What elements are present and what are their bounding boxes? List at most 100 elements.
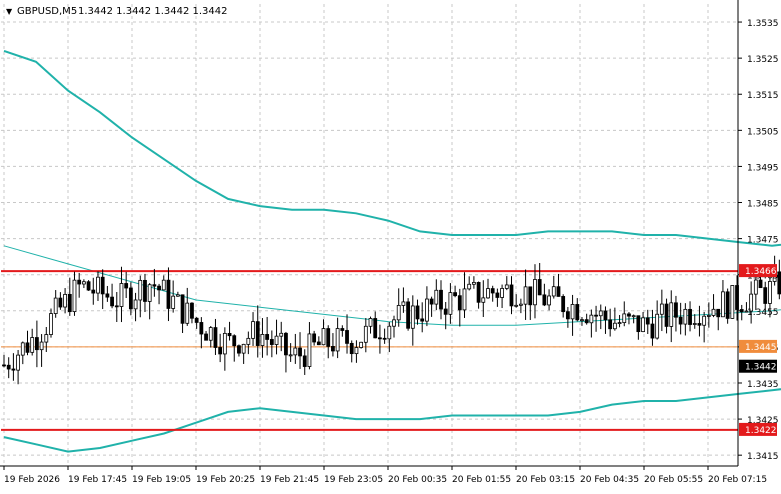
candle-body: [284, 333, 287, 355]
candle-body: [613, 323, 616, 329]
y-tick-label: 1.3415: [747, 452, 779, 462]
candle-body: [590, 315, 593, 323]
candle-body: [355, 348, 358, 354]
candle-body: [435, 290, 438, 304]
candle-body: [482, 298, 485, 302]
candle-body: [181, 295, 184, 323]
candle-body: [350, 343, 353, 353]
candle-body: [106, 294, 109, 297]
candle-body: [360, 342, 363, 347]
candle-body: [670, 303, 673, 327]
candle-body: [115, 306, 118, 307]
candle-body: [393, 320, 396, 326]
candle-body: [313, 334, 316, 342]
candle-body: [472, 282, 475, 284]
price-line-label: 1.3445: [745, 343, 777, 353]
candle-body: [632, 316, 635, 317]
candle-body: [374, 318, 377, 337]
candle-body: [698, 323, 701, 325]
candle-body: [425, 299, 428, 321]
candle-body: [674, 303, 677, 317]
candle-body: [552, 287, 555, 296]
x-tick-label: 20 Feb 04:35: [580, 475, 639, 485]
candle-body: [331, 346, 334, 351]
y-tick-label: 1.3515: [747, 91, 779, 101]
candle-body: [463, 289, 466, 310]
candle-body: [557, 287, 560, 297]
candle-body: [501, 288, 504, 297]
candle-body: [73, 280, 76, 311]
x-tick-label: 19 Feb 23:05: [324, 475, 383, 485]
candle-body: [378, 338, 381, 339]
candle-body: [627, 314, 630, 316]
candle-body: [92, 290, 95, 293]
y-tick-label: 1.3435: [747, 380, 779, 390]
candle-body: [618, 323, 621, 324]
candle-body: [280, 333, 283, 336]
candle-body: [266, 334, 269, 339]
candle-body: [129, 288, 132, 309]
x-tick-label: 19 Feb 20:25: [196, 475, 255, 485]
candle-body: [768, 281, 771, 303]
candle-body: [665, 304, 668, 326]
candle-body: [111, 297, 114, 306]
candle-body: [275, 336, 278, 344]
price-axis: 1.35351.35251.35151.35051.34951.34851.34…: [738, 19, 779, 462]
y-tick-label: 1.3485: [747, 200, 779, 210]
chart-header: ▼ GBPUSD,M5 1.3442 1.3442 1.3442 1.3442: [6, 6, 228, 17]
candle-body: [416, 306, 419, 319]
candle-body: [167, 280, 170, 308]
collapse-arrow-icon[interactable]: ▼: [6, 7, 13, 16]
candle-body: [440, 290, 443, 309]
x-tick-label: 20 Feb 00:35: [388, 475, 447, 485]
candle-body: [538, 279, 541, 294]
candle-body: [693, 323, 696, 324]
candle-body: [336, 329, 339, 351]
y-tick-label: 1.3475: [747, 236, 779, 246]
candle-body: [78, 280, 81, 284]
candle-body: [454, 293, 457, 296]
candle-body: [219, 347, 222, 353]
candle-body: [486, 289, 489, 298]
candle-body: [397, 305, 400, 319]
candle-body: [599, 311, 602, 316]
candle-body: [21, 343, 24, 355]
candle-body: [679, 317, 682, 324]
candle-body: [158, 286, 161, 290]
x-tick-label: 20 Feb 01:55: [452, 475, 511, 485]
x-tick-label: 19 Feb 2026: [4, 475, 60, 485]
ohlc-readout: 1.3442 1.3442 1.3442 1.3442: [78, 6, 228, 17]
candle-body: [153, 285, 156, 286]
candle-body: [660, 304, 663, 314]
candle-body: [684, 309, 687, 324]
candle-body: [717, 309, 720, 316]
x-tick-label: 20 Feb 03:15: [516, 475, 575, 485]
level-price-label: 1.3466: [745, 267, 777, 277]
candle-body: [543, 295, 546, 305]
candle-body: [407, 302, 410, 328]
candle-body: [139, 280, 142, 300]
candle-body: [651, 324, 654, 338]
candle-body: [252, 322, 255, 339]
candle-body: [270, 339, 273, 344]
candle-body: [707, 315, 710, 316]
candle-body: [642, 318, 645, 332]
candle-body: [402, 302, 405, 306]
candle-body: [45, 335, 48, 343]
candle-body: [505, 285, 508, 289]
candle-body: [519, 304, 522, 305]
candle-body: [303, 356, 306, 367]
candle-body: [646, 318, 649, 324]
candle-body: [764, 288, 767, 304]
y-tick-label: 1.3505: [747, 127, 779, 137]
candle-body: [421, 319, 424, 321]
candle-body: [68, 294, 71, 311]
candle-body: [233, 336, 236, 346]
candle-body: [31, 338, 34, 353]
candle-body: [623, 314, 626, 323]
candle-body: [289, 355, 292, 356]
bollinger-bands: [4, 51, 781, 452]
candle-body: [689, 309, 692, 324]
